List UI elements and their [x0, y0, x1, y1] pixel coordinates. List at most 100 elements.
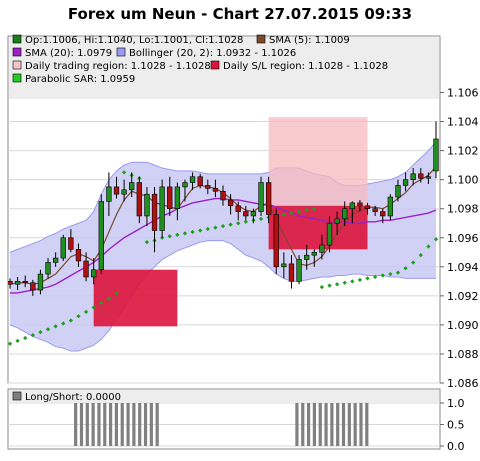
sar-dot: [296, 209, 302, 214]
candle-body: [144, 193, 150, 217]
legend-entry: SMA (20): 1.0979: [25, 48, 112, 59]
legend-swatch: [12, 60, 22, 70]
long-short-bar: [143, 403, 148, 446]
candle-body: [197, 176, 203, 186]
sar-dot: [426, 244, 431, 249]
candle-body: [311, 251, 317, 256]
candle-body: [395, 185, 401, 198]
legend-entry: Bollinger (20, 2): 1.0932 - 1.1026: [129, 48, 296, 59]
sar-dot: [334, 282, 340, 287]
candle-body: [220, 190, 226, 201]
candle-body: [304, 254, 310, 260]
candle-body: [372, 208, 378, 212]
candle-body: [319, 244, 325, 253]
candle-body: [8, 281, 13, 285]
candle-body: [14, 281, 21, 285]
long-short-bar: [301, 403, 305, 446]
sar-dot: [243, 219, 248, 224]
legend-swatch: [256, 34, 266, 44]
sar-dot: [403, 266, 408, 271]
long-short-bar: [155, 403, 159, 446]
candle-body: [349, 202, 355, 209]
candle-body: [235, 205, 241, 212]
legend-swatch: [12, 34, 22, 44]
sar-dot: [281, 212, 286, 217]
sar-dot: [380, 273, 385, 278]
y-tick-label: 1.088: [447, 348, 479, 361]
candle-body: [129, 182, 135, 191]
sar-dot: [418, 253, 423, 258]
long-short-bar: [108, 403, 113, 446]
sub-chart-title: Long/Short: 0.0000: [25, 392, 121, 403]
long-short-bar: [138, 403, 142, 446]
sl-region: [93, 269, 178, 327]
sar-dot: [175, 232, 180, 237]
legend-box: [9, 37, 439, 99]
long-short-bar: [347, 403, 351, 446]
long-short-bar: [318, 403, 322, 446]
sar-dot: [228, 222, 233, 227]
candle-body: [212, 188, 219, 192]
legend-swatch: [12, 47, 22, 57]
long-short-bar: [91, 403, 95, 446]
long-short-bar: [149, 403, 153, 446]
candle-body: [91, 269, 97, 278]
long-short-bar: [359, 403, 363, 446]
long-short-bar: [365, 403, 369, 446]
candle-body: [364, 205, 371, 209]
sar-dot: [350, 279, 355, 284]
sub-legend-box: [9, 390, 439, 402]
candle-body: [273, 214, 279, 268]
sar-dot: [433, 237, 439, 242]
sar-dot: [236, 221, 241, 226]
candle-body: [296, 259, 302, 282]
sar-dot: [327, 283, 332, 288]
candle-body: [265, 182, 272, 215]
long-short-bar: [306, 403, 311, 446]
legend-entry: Parabolic SAR: 1.0959: [25, 74, 135, 85]
sar-dot: [357, 277, 363, 282]
sar-dot: [220, 224, 226, 229]
sar-dot: [213, 225, 218, 230]
trading-region: [268, 117, 368, 206]
legend-swatch: [210, 60, 220, 70]
y-tick-label: 1.104: [447, 116, 479, 129]
y-tick-label: 1.100: [447, 174, 479, 187]
candle-body: [410, 173, 416, 180]
sar-dot: [144, 239, 150, 245]
long-short-bar: [114, 403, 119, 446]
candle-body: [326, 222, 333, 246]
candle-body: [98, 201, 104, 271]
candle-body: [22, 281, 28, 284]
sar-dot: [312, 206, 317, 211]
long-short-bar: [295, 403, 299, 446]
long-short-bar: [341, 403, 346, 446]
legend-entry: Op:1.1006, Hi:1.1040, Lo:1.1001, Cl:1.10…: [25, 35, 243, 46]
legend-entry: Daily S/L region: 1.1028 - 1.1028: [223, 61, 388, 72]
candle-body: [174, 186, 181, 210]
sar-dot: [342, 280, 347, 285]
candle-body: [425, 176, 432, 179]
sar-dot: [319, 285, 325, 290]
candle-body: [418, 173, 424, 179]
long-short-bar: [74, 403, 78, 446]
candle-body: [342, 208, 348, 220]
candle-body: [113, 186, 120, 195]
sar-dot: [182, 231, 188, 236]
candle-body: [37, 273, 44, 291]
candle-body: [30, 282, 36, 291]
candle-body: [60, 237, 66, 259]
y-tick-label: 1.096: [447, 232, 479, 245]
chart-title: Forex um Neun - Chart 27.07.2015 09:33: [68, 5, 412, 23]
main-plot-layer: [8, 117, 439, 352]
long-short-bar: [132, 403, 136, 446]
long-short-bar: [103, 403, 107, 446]
candle-body: [182, 182, 188, 188]
sar-dot: [198, 228, 203, 233]
y-tick-label: 1.102: [447, 145, 479, 158]
candle-body: [45, 262, 51, 275]
y-tick-label: 1.094: [447, 261, 479, 274]
sar-dot: [167, 234, 172, 239]
candle-body: [205, 185, 211, 189]
